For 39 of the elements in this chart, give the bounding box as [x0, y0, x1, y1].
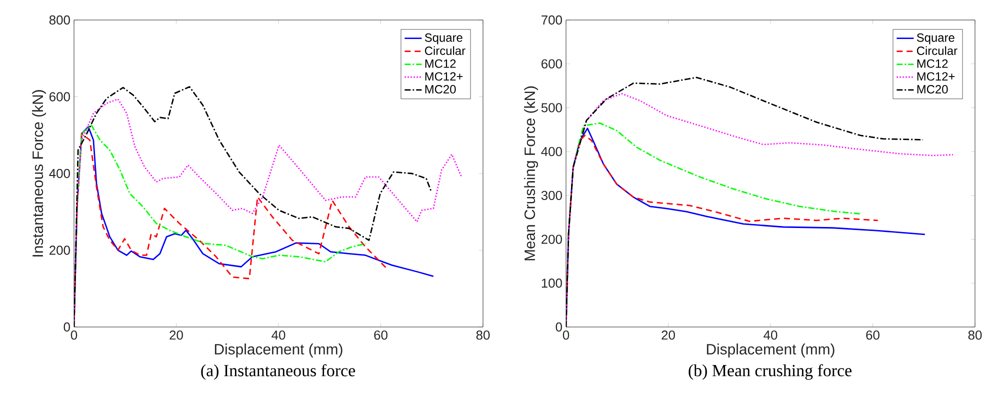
legend-label: Square	[916, 33, 954, 44]
text: (b) Mean crushing force	[688, 364, 852, 380]
y-tick-label: 700	[542, 15, 562, 25]
y-axis-title: Instantaneous Force (kN)	[32, 90, 46, 256]
y-tick-label: 300	[541, 190, 562, 200]
y-tick-label: 400	[541, 146, 562, 156]
y-axis-title: Mean Crushing Force (kN)	[524, 86, 538, 260]
y-tick-label: 600	[542, 59, 562, 68]
y-tick-label: 200	[50, 246, 70, 255]
y-tick-label: 800	[49, 15, 70, 25]
legend-label: MC12+	[425, 72, 463, 81]
y-tick-label: 500	[541, 103, 562, 112]
legend-label: MC20	[917, 85, 948, 94]
legend-label: Circular	[916, 46, 958, 55]
y-tick-label: 0	[556, 322, 562, 332]
x-tick-label: 0	[562, 330, 570, 340]
y-tick-label: 200	[542, 234, 562, 244]
legend-label: MC12+	[917, 72, 955, 81]
legend-label: MC12	[917, 59, 948, 68]
x-tick-label: 80	[968, 330, 982, 340]
x-tick-label: 60	[374, 330, 388, 340]
y-tick-label: 100	[542, 278, 562, 288]
text: (a) Instantaneous force	[201, 364, 356, 380]
y-tick-label: 0	[64, 322, 70, 332]
x-tick-label: 40	[272, 330, 286, 340]
y-tick-label: 600	[50, 92, 70, 102]
x-axis-title: Displacement (mm)	[214, 344, 342, 358]
x-tick-label: 20	[662, 330, 675, 340]
legend-label: MC20	[425, 85, 456, 94]
x-tick-label: 80	[476, 330, 490, 340]
legend-label: Square	[424, 33, 462, 44]
y-tick-label: 400	[49, 168, 70, 178]
x-tick-label: 0	[70, 330, 78, 340]
x-tick-label: 20	[170, 330, 183, 340]
x-tick-label: 60	[866, 330, 880, 340]
legend-label: MC12	[425, 59, 456, 68]
legend-label: Circular	[424, 46, 466, 55]
x-tick-label: 40	[764, 330, 778, 340]
x-axis-title: Displacement (mm)	[706, 344, 834, 358]
